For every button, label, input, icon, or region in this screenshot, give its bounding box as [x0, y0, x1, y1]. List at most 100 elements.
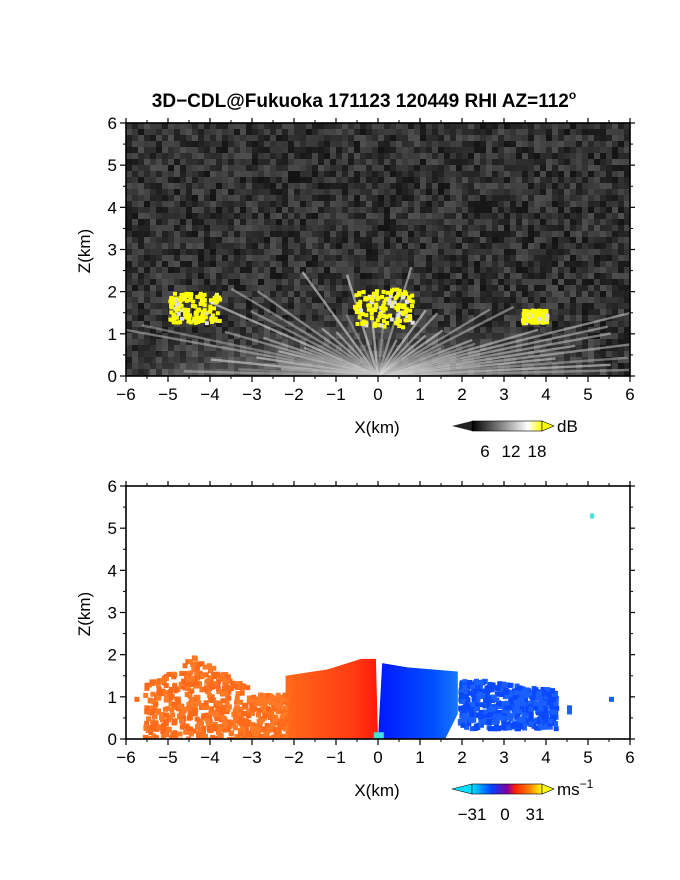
positive-velocity-cell: [541, 708, 547, 714]
strong-echo-cell: [218, 297, 223, 302]
positive-velocity-cell: [528, 706, 534, 712]
negative-velocity-cell: [206, 663, 212, 669]
negative-velocity-cell: [250, 702, 256, 708]
positive-velocity-cell: [459, 689, 465, 695]
negative-velocity-cell: [167, 714, 173, 720]
positive-velocity-cell: [520, 717, 526, 723]
strong-echo-cell: [172, 313, 177, 318]
negative-velocity-cell: [245, 685, 251, 691]
negative-velocity-cell: [207, 693, 213, 699]
negative-velocity-cell: [194, 670, 200, 676]
positive-velocity-cell: [467, 690, 473, 696]
negative-velocity-cell: [163, 697, 169, 703]
negative-velocity-cell: [219, 710, 225, 716]
strong-echo-cell: [179, 303, 184, 308]
strong-echo-cell: [192, 304, 197, 309]
negative-velocity-cell: [204, 712, 210, 718]
strong-echo-cell: [401, 305, 406, 310]
reflectivity-xtick-label: −3: [242, 385, 261, 404]
positive-velocity-cell: [461, 711, 467, 717]
negative-velocity-cell: [253, 700, 259, 706]
negative-velocity-cell: [226, 719, 232, 725]
positive-velocity-cell: [540, 686, 546, 692]
strong-echo-cell: [195, 294, 200, 299]
negative-velocity-cell: [172, 730, 178, 736]
negative-velocity-cell: [206, 689, 212, 695]
negative-velocity-cell: [202, 733, 208, 739]
strong-echo-cell: [521, 317, 526, 322]
negative-velocity-core: [285, 658, 378, 739]
negative-velocity-cell: [212, 726, 218, 732]
reflectivity-ytick-label: 6: [108, 114, 117, 133]
strong-echo-cell: [361, 289, 366, 294]
negative-velocity-cell: [284, 715, 290, 721]
positive-velocity-cell: [505, 708, 511, 714]
positive-velocity-cell: [499, 725, 505, 731]
negative-velocity-cell: [279, 708, 285, 714]
negative-velocity-cell: [192, 710, 198, 716]
reflectivity-axes: −6 −5 −4 −3 −2 −1 0 1 2 3 4 5 6 0 1 2 3 4 5 6: [108, 114, 635, 404]
positive-velocity-cell: [554, 705, 560, 711]
positive-velocity-cell: [490, 682, 496, 688]
isolated-velocity-cell: [590, 513, 595, 519]
negative-velocity-cell: [235, 691, 241, 697]
reflectivity-plot-area: [126, 123, 630, 376]
strong-echo-cell: [539, 309, 544, 314]
positive-velocity-cell: [544, 715, 550, 721]
positive-velocity-cell: [501, 683, 507, 689]
positive-velocity-cell: [470, 684, 476, 690]
negative-velocity-cell: [194, 724, 200, 730]
negative-velocity-cell: [262, 709, 268, 715]
positive-velocity-cell: [513, 690, 519, 696]
velocity-colorbar-unit: ms−1: [557, 777, 594, 799]
strong-echo-cell: [381, 319, 386, 324]
positive-velocity-cell: [527, 691, 533, 697]
negative-velocity-cell: [214, 716, 220, 722]
reflectivity-ylabel: Z(km): [75, 229, 94, 273]
reflectivity-colorbar-tick: 6: [480, 442, 489, 461]
negative-velocity-cell: [211, 665, 217, 671]
positive-velocity-cell: [490, 706, 496, 712]
negative-velocity-cell: [226, 704, 232, 710]
positive-velocity-cell: [497, 681, 503, 687]
strong-echo-cell: [198, 318, 203, 323]
positive-velocity-cell: [503, 687, 509, 693]
negative-velocity-cell: [231, 722, 237, 728]
strong-echo-cell: [373, 308, 378, 313]
negative-velocity-cell: [189, 711, 195, 717]
negative-velocity-cell: [234, 699, 240, 705]
strong-echo-cell: [204, 310, 209, 315]
strong-echo-cell: [201, 294, 206, 299]
positive-velocity-cell: [501, 701, 507, 707]
negative-velocity-cell: [186, 680, 192, 686]
negative-velocity-cell: [215, 686, 221, 692]
positive-velocity-cell: [491, 719, 497, 725]
negative-velocity-cell: [150, 691, 156, 697]
negative-velocity-cell: [220, 698, 226, 704]
positive-velocity-cell: [540, 724, 546, 730]
negative-velocity-cell: [282, 721, 288, 727]
strong-echo-cell: [182, 295, 187, 300]
negative-velocity-cell: [186, 676, 192, 682]
negative-velocity-cell: [192, 675, 198, 681]
strong-echo-cell: [215, 299, 220, 304]
negative-velocity-cell: [246, 695, 252, 701]
strong-echo-cell: [521, 312, 526, 317]
negative-velocity-cell: [200, 729, 206, 735]
negative-velocity-cell: [167, 689, 173, 695]
strong-echo-cell: [188, 293, 193, 298]
negative-velocity-cell: [202, 664, 208, 670]
negative-velocity-cell: [189, 688, 195, 694]
positive-velocity-cell: [504, 700, 510, 706]
reflectivity-xtick-label: −6: [116, 385, 135, 404]
positive-velocity-cell: [496, 704, 502, 710]
strong-echo-cell: [208, 304, 213, 309]
strong-echo-cell: [215, 311, 220, 316]
strong-echo-cell: [357, 304, 362, 309]
positive-velocity-cell: [489, 697, 495, 703]
positive-velocity-cell: [494, 718, 500, 724]
negative-velocity-cell: [184, 729, 190, 735]
strong-echo-cell: [212, 306, 217, 311]
negative-velocity-cell: [249, 710, 255, 716]
strong-echo-cell: [542, 308, 547, 313]
